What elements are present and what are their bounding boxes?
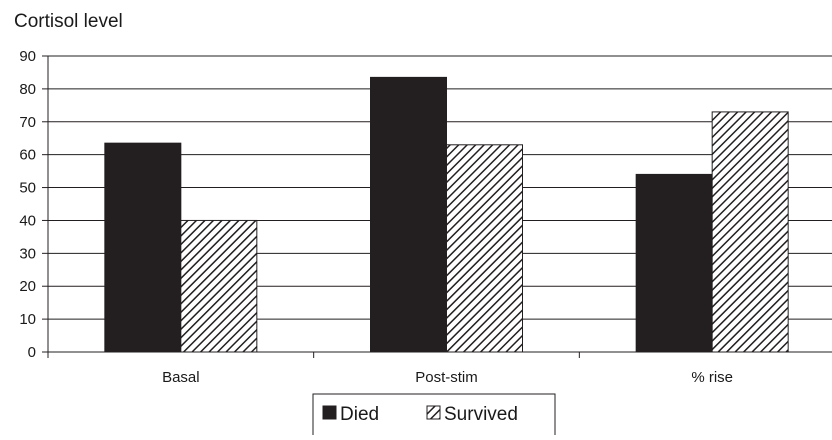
bar-survived-0 [180,219,258,353]
bar-died-2 [635,173,713,353]
y-tick-label: 70 [19,114,36,131]
y-tick-label: 30 [19,245,36,262]
labels: 0 10 20 30 40 50 60 70 80 90 Basal Post-stim % rise [19,48,733,386]
legend-swatch-died [322,405,337,420]
bar-survived-1 [446,144,523,353]
x-tick-label: Basal [162,369,200,386]
bar-survived-2 [711,111,789,353]
legend-label: Survived [444,404,518,425]
x-tick-label: Post-stim [415,369,478,386]
bar-died-0 [104,142,182,353]
y-tick-label: 10 [19,311,36,328]
bar-died-1 [370,76,447,353]
y-tick-label: 50 [19,180,36,197]
y-tick-label: 60 [19,147,36,164]
legend: Died Survived [312,393,556,437]
y-tick-label: 90 [19,48,36,65]
bars [104,76,789,353]
y-tick-label: 20 [19,278,36,295]
legend-label: Died [340,404,379,425]
chart-title: Cortisol level [14,11,123,32]
y-tick-label: 0 [28,344,36,361]
legend-swatch-survived [426,405,441,420]
y-tick-label: 80 [19,81,36,98]
x-tick-label: % rise [691,369,733,386]
y-tick-label: 40 [19,212,36,229]
